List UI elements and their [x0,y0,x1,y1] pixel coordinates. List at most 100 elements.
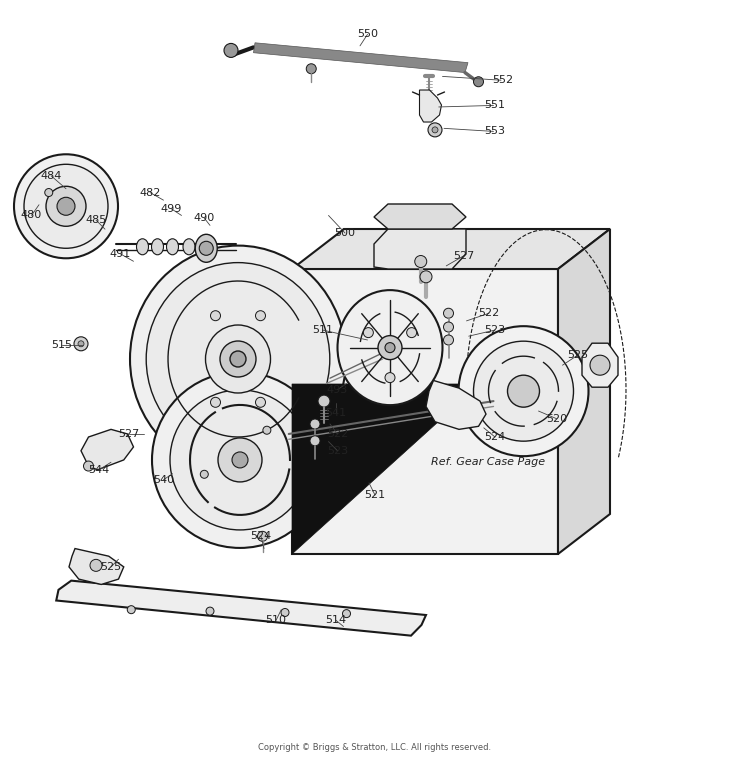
Circle shape [443,308,454,319]
Text: 553: 553 [484,126,506,137]
Circle shape [230,351,246,367]
Polygon shape [292,229,610,269]
Circle shape [420,270,432,283]
Polygon shape [69,549,124,584]
Ellipse shape [338,290,442,405]
Circle shape [363,328,374,338]
Circle shape [415,255,427,267]
Text: 540: 540 [153,474,174,485]
Circle shape [211,397,220,407]
Polygon shape [292,384,480,554]
Text: 511: 511 [312,325,333,335]
Polygon shape [374,229,466,269]
Text: 523: 523 [484,325,506,335]
Circle shape [385,342,395,353]
Circle shape [74,337,88,351]
Text: Copyright © Briggs & Stratton, LLC. All rights reserved.: Copyright © Briggs & Stratton, LLC. All … [259,743,491,752]
Text: 480: 480 [21,210,42,221]
Polygon shape [582,343,618,387]
Text: 482: 482 [140,187,160,198]
Circle shape [458,326,589,456]
Text: 525: 525 [567,350,588,361]
Circle shape [78,341,84,347]
Polygon shape [374,204,466,229]
Text: 500: 500 [334,228,356,238]
Circle shape [281,608,289,617]
Circle shape [310,419,320,429]
Ellipse shape [152,239,164,254]
Ellipse shape [200,239,211,254]
Text: 515: 515 [51,340,72,351]
Circle shape [128,606,135,613]
Ellipse shape [130,245,346,472]
Circle shape [232,452,248,468]
Circle shape [224,44,238,57]
Circle shape [432,127,438,133]
Circle shape [306,63,316,74]
Circle shape [318,395,330,407]
Text: 484: 484 [40,170,62,181]
Polygon shape [254,43,468,73]
Circle shape [508,375,539,407]
Text: 490: 490 [194,212,214,223]
Circle shape [428,123,442,137]
Text: 499: 499 [160,203,182,214]
Circle shape [83,461,94,471]
Circle shape [590,355,610,375]
Circle shape [256,311,266,321]
Circle shape [170,390,310,530]
Text: 527: 527 [118,429,140,439]
Text: 544: 544 [88,465,110,475]
Text: 491: 491 [110,248,130,259]
Ellipse shape [136,239,148,254]
Polygon shape [56,581,426,636]
Circle shape [200,241,213,255]
Circle shape [473,76,484,87]
Ellipse shape [146,263,330,455]
Circle shape [152,372,328,548]
Text: 527: 527 [453,251,474,261]
Text: Briggs
&
Stratton: Briggs & Stratton [293,345,367,404]
Text: 520: 520 [546,413,567,424]
Text: 541: 541 [326,407,346,418]
Circle shape [257,531,268,542]
Text: 524: 524 [251,531,272,542]
Ellipse shape [206,325,271,393]
Circle shape [443,322,454,332]
Polygon shape [419,90,442,122]
Ellipse shape [195,235,217,262]
Ellipse shape [166,239,178,254]
Circle shape [45,189,53,196]
Circle shape [57,197,75,215]
Text: 493: 493 [327,384,348,395]
Text: 510: 510 [266,615,286,626]
Text: 525: 525 [100,562,122,572]
Text: 514: 514 [326,615,346,626]
Polygon shape [558,229,610,554]
Polygon shape [81,429,134,470]
Circle shape [262,426,271,434]
Text: 522: 522 [478,308,500,319]
Text: 523: 523 [327,445,348,456]
Circle shape [443,335,454,345]
Circle shape [256,397,266,407]
Text: 521: 521 [364,490,386,500]
Text: 485: 485 [86,215,106,225]
Circle shape [14,154,118,258]
Circle shape [24,164,108,248]
Circle shape [378,335,402,360]
Circle shape [206,607,214,615]
Circle shape [406,328,417,338]
Text: 550: 550 [357,29,378,40]
Circle shape [46,186,86,226]
Circle shape [310,435,320,446]
Polygon shape [292,269,558,554]
Polygon shape [426,380,486,429]
Text: 524: 524 [484,432,506,442]
Circle shape [385,373,395,383]
Circle shape [200,471,208,478]
Ellipse shape [183,239,195,254]
Circle shape [90,559,102,571]
Text: 552: 552 [492,75,513,86]
Circle shape [220,341,256,377]
